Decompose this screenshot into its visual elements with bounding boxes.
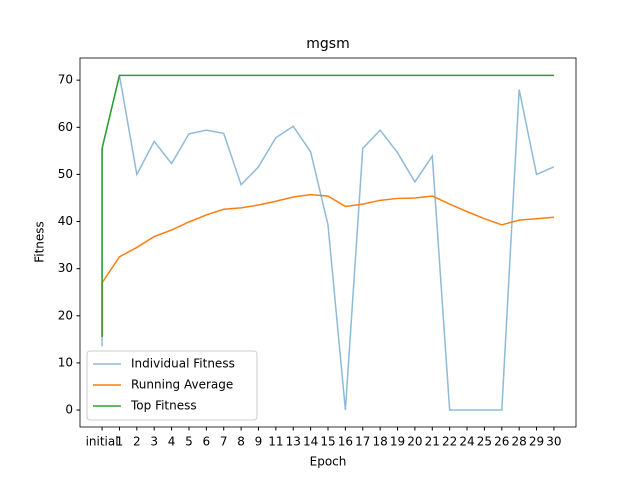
x-tick-label: 30 [546,435,561,449]
y-tick-label: 60 [58,120,73,134]
y-tick-label: 30 [58,261,73,275]
y-axis-label: Fitness [33,221,47,263]
x-tick-label: 2 [133,435,141,449]
x-tick-label: 13 [286,435,301,449]
x-tick-label: 18 [372,435,387,449]
series-line [101,193,554,337]
x-tick-label: initial [86,435,119,449]
x-tick-label: 7 [220,435,228,449]
x-axis-label: Epoch [310,455,347,469]
chart-title: mgsm [306,36,349,52]
x-tick-label: 21 [425,435,440,449]
x-tick-label: 9 [255,435,263,449]
x-tick-label: 19 [390,435,405,449]
y-tick-label: 40 [58,214,73,228]
legend-label: Individual Fitness [131,357,235,371]
x-tick-label: 1 [116,435,124,449]
series-line [101,75,555,411]
series-line [101,74,554,337]
x-tick-label: 8 [237,435,245,449]
x-tick-label: 15 [320,435,335,449]
x-tick-label: 28 [512,435,527,449]
x-tick-label: 24 [459,435,474,449]
y-tick-label: 20 [58,308,73,322]
x-tick-label: 11 [268,435,283,449]
legend: Individual Fitness Running Average Top Fit… [86,350,258,421]
x-tick-label: 25 [477,435,492,449]
x-tick-label: 29 [529,435,544,449]
x-tick-label: 14 [303,435,318,449]
x-tick-label: 5 [185,435,193,449]
y-tick-label: 70 [58,73,73,87]
legend-box [86,350,258,421]
legend-label: Top Fitness [130,399,197,413]
y-tick-label: 50 [58,167,73,181]
y-tick-label: 0 [65,403,73,417]
y-tick-label: 10 [58,355,73,369]
x-tick-label: 17 [355,435,370,449]
x-tick-label: 3 [150,435,158,449]
x-tick-label: 26 [494,435,509,449]
x-tick-label: 22 [442,435,457,449]
x-tick-label: 4 [168,435,176,449]
x-tick-label: 6 [203,435,211,449]
legend-label: Running Average [131,378,233,392]
x-tick-label: 16 [338,435,353,449]
x-tick-label: 20 [407,435,422,449]
